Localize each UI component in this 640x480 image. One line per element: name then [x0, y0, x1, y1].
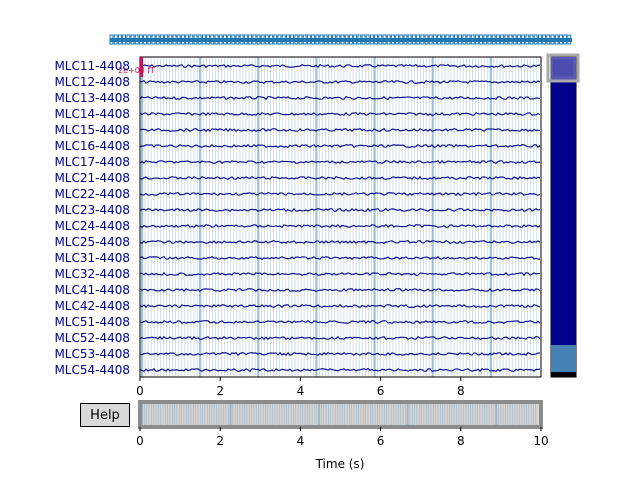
channel-trace [139, 192, 541, 197]
time-scrollbar-thumb[interactable] [138, 400, 543, 429]
x-tick-label: 2 [216, 434, 224, 448]
traces-axis-frame [139, 56, 542, 378]
channel-trace [139, 207, 541, 212]
x-tick-label: 10 [533, 434, 548, 448]
channel-label[interactable]: MLC12-4408 [54, 75, 130, 89]
event-lines [140, 57, 538, 377]
channel-trace [139, 303, 541, 309]
x-tick-label: 6 [377, 434, 385, 448]
channel-trace [139, 240, 541, 244]
channel-trace [139, 111, 541, 117]
channel-trace [139, 351, 541, 357]
x-tick-label: 0 [136, 384, 144, 398]
channel-scrollbar[interactable] [546, 53, 580, 378]
channel-trace [139, 64, 541, 69]
channel-label[interactable]: MLC15-4408 [54, 123, 130, 137]
traces-axis-background [140, 57, 541, 377]
x-tick-label: 8 [457, 384, 465, 398]
channel-label[interactable]: MLC41-4408 [54, 283, 130, 297]
channel-scrollbar-thumb-inner [553, 60, 573, 76]
channel-trace [139, 175, 541, 181]
x-tick-label: 4 [297, 384, 305, 398]
channel-trace [139, 223, 541, 229]
channel-traces [139, 64, 541, 372]
channel-label[interactable]: MLC31-4408 [54, 251, 130, 265]
channel-label[interactable]: MLC14-4408 [54, 107, 130, 121]
channel-trace [139, 159, 541, 165]
channel-label[interactable]: MLC54-4408 [54, 363, 130, 377]
event-marker-band [110, 38, 572, 42]
channel-label[interactable]: MLC22-4408 [54, 187, 130, 201]
x-tick-label: 0 [136, 434, 144, 448]
channel-trace [139, 143, 541, 149]
event-marker-strip [109, 34, 572, 45]
x-tick-label: 2 [216, 384, 224, 398]
channel-label[interactable]: MLC17-4408 [54, 155, 130, 169]
scale-bar-label: 2e+03 fT [118, 66, 155, 75]
x-tick-label: 8 [457, 434, 465, 448]
channel-labels: MLC11-4408 MLC12-4408 MLC13-4408 MLC14-4408… [54, 59, 130, 377]
channel-label[interactable]: MLC24-4408 [54, 219, 130, 233]
channel-scrollbar-lower-fill [551, 345, 576, 372]
channel-label[interactable]: MLC11-4408 [54, 59, 130, 73]
channel-trace [139, 96, 541, 101]
channel-trace [139, 335, 541, 341]
channel-label[interactable]: MLC16-4408 [54, 139, 130, 153]
channel-label[interactable]: MLC23-4408 [54, 203, 130, 217]
channel-trace [139, 368, 541, 372]
channel-scrollbar-end [551, 372, 576, 377]
x-tick-label: 6 [377, 384, 385, 398]
channel-scrollbar-fill [551, 57, 576, 345]
channel-label[interactable]: MLC25-4408 [54, 235, 130, 249]
channel-trace [139, 127, 541, 132]
channel-trace [139, 288, 541, 292]
channel-trace [139, 320, 541, 324]
channel-trace [139, 272, 541, 277]
channel-label[interactable]: MLC53-4408 [54, 347, 130, 361]
channel-label[interactable]: MLC52-4408 [54, 331, 130, 345]
channel-label[interactable]: MLC51-4408 [54, 315, 130, 329]
channel-trace [139, 256, 541, 260]
x-axis-label: Time (s) [315, 457, 365, 471]
help-button[interactable]: Help [80, 403, 130, 427]
channel-trace [139, 80, 541, 84]
x-tick-label: 4 [297, 434, 305, 448]
channel-label[interactable]: MLC42-4408 [54, 299, 130, 313]
main-x-ticks: 0 2 4 6 8 [136, 377, 465, 398]
time-x-ticks: 0 2 4 6 8 10 [136, 427, 549, 448]
channel-label[interactable]: MLC32-4408 [54, 267, 130, 281]
scale-bar [140, 57, 143, 77]
channel-label[interactable]: MLC21-4408 [54, 171, 130, 185]
channel-label[interactable]: MLC13-4408 [54, 91, 130, 105]
